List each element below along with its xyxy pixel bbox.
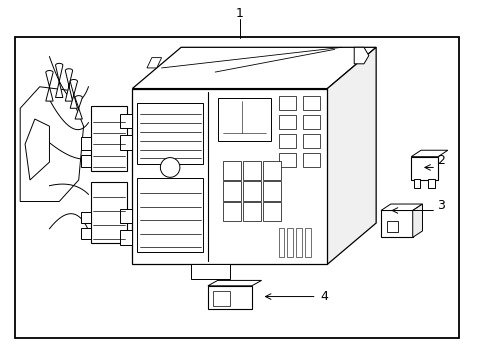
Bar — [287, 228, 293, 257]
Bar — [190, 264, 229, 279]
Bar — [386, 221, 397, 232]
Polygon shape — [380, 204, 422, 211]
Bar — [222, 181, 241, 201]
Text: 3: 3 — [436, 199, 444, 212]
Polygon shape — [65, 69, 73, 101]
Polygon shape — [25, 119, 49, 180]
Polygon shape — [147, 58, 161, 68]
Bar — [15, 37, 458, 338]
Polygon shape — [410, 150, 447, 157]
Polygon shape — [56, 63, 63, 98]
Polygon shape — [207, 280, 261, 286]
Bar — [427, 179, 434, 188]
Bar — [120, 135, 132, 149]
Polygon shape — [327, 47, 375, 264]
Polygon shape — [20, 87, 83, 202]
Bar — [81, 228, 91, 239]
Bar — [222, 161, 241, 180]
Text: 1: 1 — [235, 7, 243, 20]
Bar — [262, 181, 281, 201]
Bar — [81, 155, 91, 167]
Bar — [262, 202, 281, 221]
Bar — [91, 107, 127, 171]
Bar — [303, 115, 320, 129]
Ellipse shape — [160, 158, 180, 177]
Polygon shape — [46, 71, 53, 101]
Bar — [91, 182, 127, 243]
Bar — [120, 114, 132, 128]
Bar — [137, 103, 203, 164]
Bar — [296, 228, 302, 257]
Text: 2: 2 — [436, 154, 444, 167]
Bar — [278, 228, 284, 257]
Bar — [217, 98, 271, 140]
Bar — [222, 202, 241, 221]
Bar — [120, 230, 132, 244]
Bar — [120, 209, 132, 223]
Bar — [262, 161, 281, 180]
Bar — [303, 134, 320, 148]
Bar — [242, 161, 261, 180]
Bar — [212, 291, 229, 306]
Bar — [278, 115, 295, 129]
Bar — [380, 211, 412, 237]
Polygon shape — [132, 47, 375, 89]
Bar — [303, 96, 320, 110]
Bar — [81, 212, 91, 223]
Polygon shape — [412, 204, 422, 237]
Bar — [303, 153, 320, 167]
Bar — [410, 157, 437, 180]
Polygon shape — [70, 80, 77, 108]
Bar — [242, 202, 261, 221]
Bar — [305, 228, 310, 257]
Bar — [242, 181, 261, 201]
Bar — [132, 89, 327, 264]
Bar — [81, 137, 91, 149]
Bar — [278, 96, 295, 110]
Bar — [137, 178, 203, 252]
Polygon shape — [75, 96, 82, 119]
Bar — [413, 179, 419, 188]
Text: 4: 4 — [320, 290, 327, 303]
Polygon shape — [353, 47, 368, 64]
Bar — [207, 286, 251, 309]
Bar — [278, 153, 295, 167]
Bar — [278, 134, 295, 148]
